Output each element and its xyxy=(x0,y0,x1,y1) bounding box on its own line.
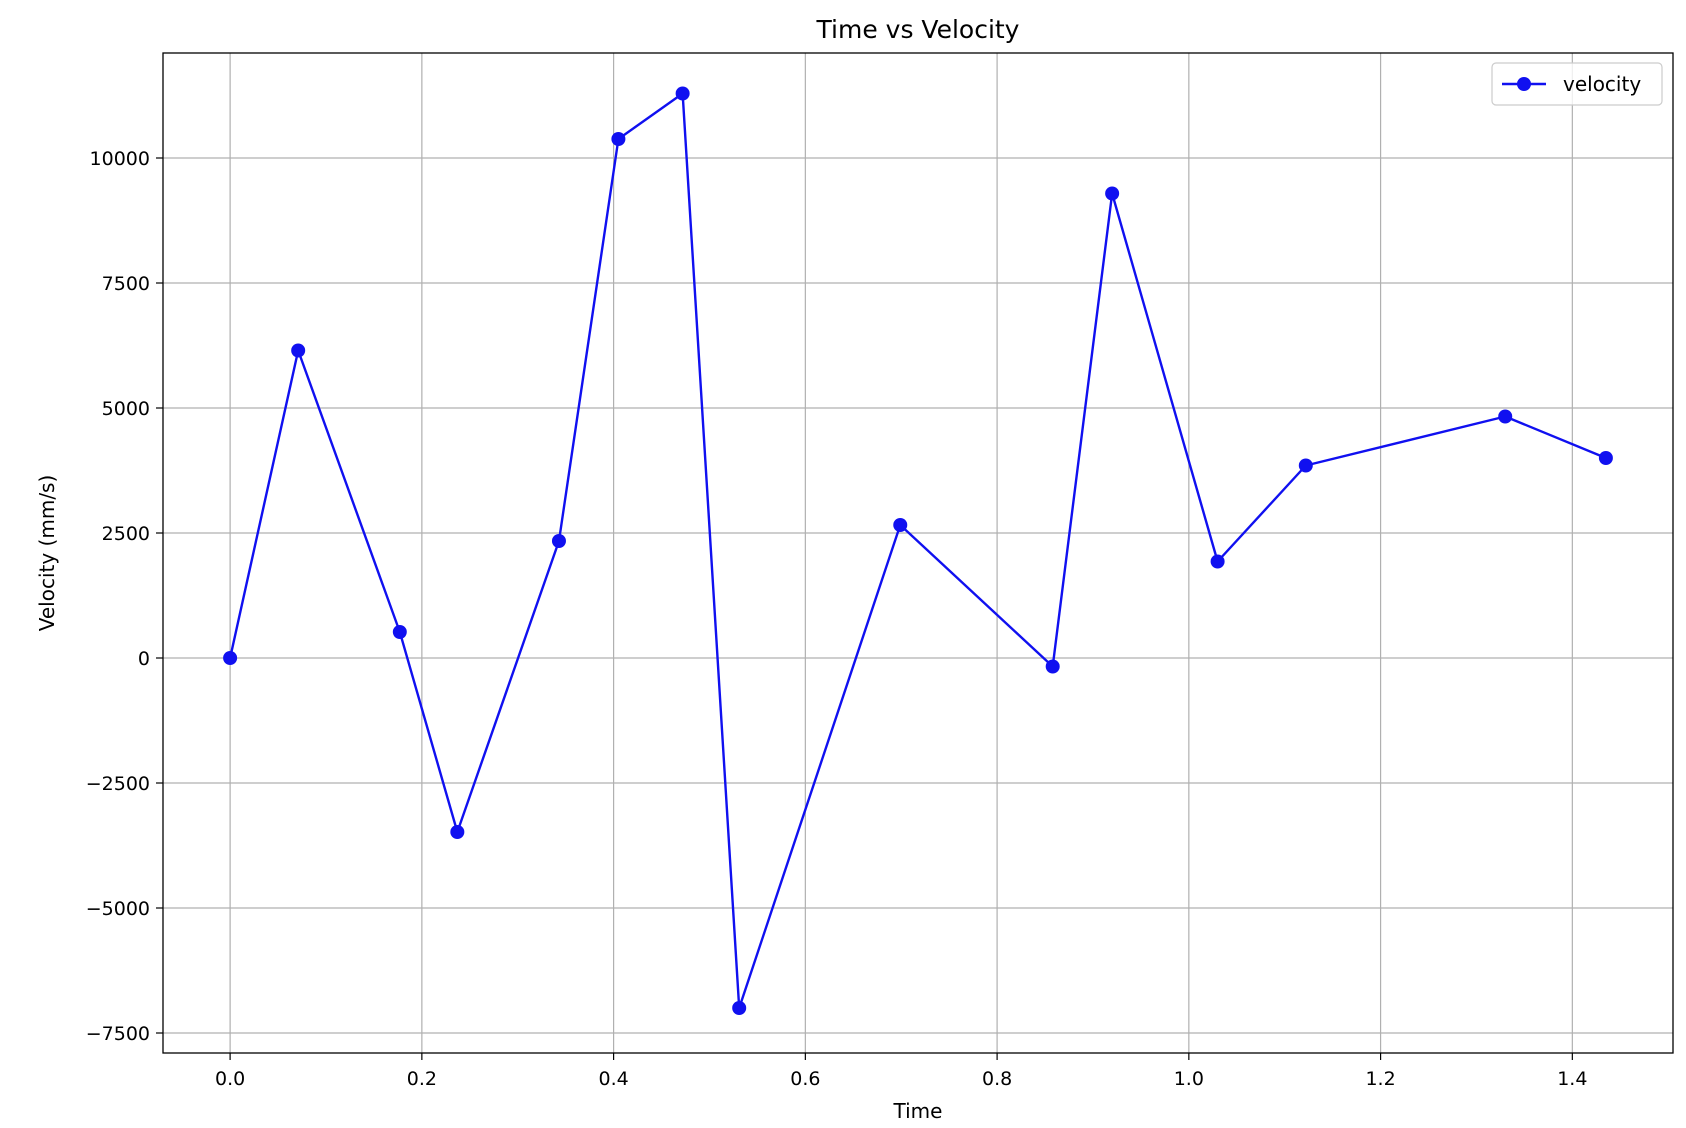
y-tick-label: −7500 xyxy=(86,1023,150,1045)
legend-box xyxy=(1491,62,1663,106)
series-points xyxy=(223,86,1613,1015)
y-axis-label: Velocity (mm/s) xyxy=(35,475,59,632)
x-tick-label: 0.0 xyxy=(215,1068,245,1090)
x-axis-label: Time xyxy=(893,1099,943,1123)
x-tick-label: 1.0 xyxy=(1174,1068,1204,1090)
data-point xyxy=(392,625,407,639)
legend-marker-swatch xyxy=(1517,77,1531,91)
data-point xyxy=(551,534,566,548)
plot-area-frame xyxy=(162,52,1674,1054)
data-point xyxy=(732,1001,747,1015)
data-point xyxy=(1105,186,1120,201)
legend-entry-velocity: velocity xyxy=(1563,72,1641,96)
data-point xyxy=(675,86,690,101)
y-tick-label: 0 xyxy=(138,648,150,670)
data-point xyxy=(1298,458,1313,473)
x-tick-label: 0.8 xyxy=(982,1068,1012,1090)
legend: velocity xyxy=(1491,62,1663,106)
data-point xyxy=(291,343,306,358)
y-tick-label: 2500 xyxy=(102,523,150,545)
data-point xyxy=(1210,554,1225,569)
y-axis-ticks: −7500 −5000 −2500 0 2500 5000 7500 10000 xyxy=(86,148,163,1045)
data-point xyxy=(1045,659,1060,674)
y-tick-label: 10000 xyxy=(90,148,150,170)
data-point xyxy=(223,651,238,665)
x-tick-label: 1.4 xyxy=(1557,1068,1587,1090)
data-point xyxy=(893,518,908,532)
data-point xyxy=(450,825,465,839)
y-tick-label: −2500 xyxy=(86,773,150,795)
y-tick-label: 5000 xyxy=(102,398,150,420)
data-point xyxy=(611,132,626,146)
data-point xyxy=(1498,409,1513,424)
chart-title: Time vs Velocity xyxy=(816,15,1020,44)
y-tick-label: 7500 xyxy=(102,273,150,295)
grid-lines xyxy=(163,53,1673,1053)
y-tick-label: −5000 xyxy=(86,898,150,920)
x-tick-label: 1.2 xyxy=(1365,1068,1395,1090)
x-axis-ticks: 0.0 0.2 0.4 0.6 0.8 1.0 1.2 1.4 xyxy=(215,1053,1587,1090)
x-tick-label: 0.2 xyxy=(407,1068,437,1090)
x-tick-label: 0.6 xyxy=(790,1068,820,1090)
x-tick-label: 0.4 xyxy=(598,1068,628,1090)
data-point xyxy=(1598,451,1613,465)
